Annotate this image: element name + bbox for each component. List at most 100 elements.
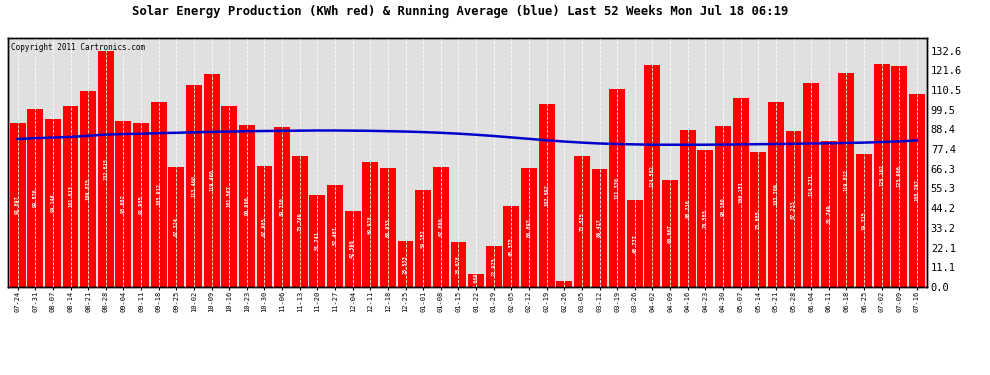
Text: 45.375: 45.375: [509, 237, 514, 256]
Bar: [750, 152, 766, 287]
Text: 76.583: 76.583: [703, 209, 708, 228]
Bar: [398, 242, 414, 287]
Bar: [891, 66, 907, 287]
Text: 103.912: 103.912: [156, 183, 161, 205]
Bar: [45, 119, 60, 287]
Text: 25.078: 25.078: [456, 255, 461, 274]
Bar: [609, 88, 625, 287]
Text: 113.460: 113.460: [191, 175, 196, 197]
Bar: [150, 102, 166, 287]
Text: 22.925: 22.925: [491, 257, 496, 276]
Bar: [504, 206, 520, 287]
Text: 125.102: 125.102: [879, 165, 884, 186]
Bar: [80, 91, 96, 287]
Text: 48.737: 48.737: [633, 234, 638, 253]
Text: 124.582: 124.582: [649, 165, 655, 187]
Text: 87.233: 87.233: [791, 200, 796, 219]
Bar: [909, 94, 925, 287]
Text: 119.822: 119.822: [843, 169, 848, 191]
Text: 89.730: 89.730: [279, 198, 285, 216]
Text: 119.460: 119.460: [209, 170, 214, 191]
Text: 67.090: 67.090: [439, 218, 444, 237]
Text: Solar Energy Production (KWh red) & Running Average (blue) Last 52 Weeks Mon Jul: Solar Energy Production (KWh red) & Runn…: [132, 5, 789, 18]
Bar: [362, 162, 378, 287]
Bar: [733, 98, 748, 287]
Bar: [28, 109, 44, 287]
Text: 42.598: 42.598: [350, 240, 355, 258]
Text: 25.533: 25.533: [403, 255, 408, 273]
Bar: [803, 83, 819, 287]
Bar: [256, 166, 272, 287]
Bar: [786, 132, 802, 287]
Bar: [168, 167, 184, 287]
Bar: [310, 195, 326, 287]
Bar: [62, 106, 78, 287]
Bar: [715, 126, 731, 287]
Bar: [874, 64, 890, 287]
Text: 74.715: 74.715: [861, 211, 866, 230]
Bar: [450, 242, 466, 287]
Text: 69.978: 69.978: [368, 215, 373, 234]
Bar: [856, 154, 872, 287]
Bar: [574, 156, 590, 287]
Text: 81.749: 81.749: [827, 205, 832, 224]
Text: 67.324: 67.324: [174, 217, 179, 236]
Bar: [627, 200, 643, 287]
Text: 66.933: 66.933: [385, 218, 390, 237]
Text: 51.741: 51.741: [315, 231, 320, 250]
Bar: [10, 123, 26, 287]
Text: 7.009: 7.009: [473, 273, 478, 288]
Text: 94.146: 94.146: [50, 194, 55, 212]
Text: 88.216: 88.216: [685, 199, 690, 217]
Bar: [415, 190, 431, 287]
Bar: [556, 281, 572, 287]
Text: 66.897: 66.897: [527, 218, 532, 237]
Text: 91.955: 91.955: [139, 196, 144, 214]
Bar: [521, 168, 537, 287]
Text: 66.417: 66.417: [597, 218, 602, 237]
Bar: [592, 169, 608, 287]
Bar: [644, 65, 660, 287]
Bar: [98, 51, 114, 287]
Text: 123.906: 123.906: [897, 166, 902, 188]
Bar: [116, 121, 132, 287]
Bar: [345, 211, 360, 287]
Bar: [239, 125, 254, 287]
Text: 102.692: 102.692: [544, 184, 549, 206]
Text: 109.875: 109.875: [86, 178, 91, 200]
Bar: [186, 85, 202, 287]
Bar: [468, 274, 484, 287]
Bar: [539, 104, 554, 287]
Text: 60.007: 60.007: [667, 224, 672, 243]
Text: 101.567: 101.567: [227, 186, 232, 207]
Text: 114.271: 114.271: [809, 174, 814, 196]
Bar: [204, 74, 220, 287]
Bar: [680, 130, 696, 287]
Text: 67.985: 67.985: [262, 217, 267, 236]
Text: 132.615: 132.615: [103, 158, 108, 180]
Text: 57.467: 57.467: [333, 226, 338, 245]
Text: 73.525: 73.525: [579, 212, 584, 231]
Text: 108.297: 108.297: [915, 180, 920, 201]
Bar: [380, 168, 396, 287]
Text: 73.749: 73.749: [297, 212, 302, 231]
Text: 111.330: 111.330: [615, 177, 620, 199]
Bar: [292, 156, 308, 287]
Text: 54.152: 54.152: [421, 229, 426, 248]
Text: 75.885: 75.885: [755, 210, 760, 229]
Bar: [433, 167, 448, 287]
Text: 103.709: 103.709: [773, 184, 778, 206]
Bar: [327, 184, 343, 287]
Bar: [662, 180, 678, 287]
Bar: [133, 123, 148, 287]
Text: 90.100: 90.100: [721, 197, 726, 216]
Bar: [839, 74, 854, 287]
Bar: [222, 106, 238, 287]
Text: 91.897: 91.897: [15, 196, 20, 214]
Bar: [274, 127, 290, 287]
Text: 106.151: 106.151: [739, 182, 743, 203]
Bar: [486, 246, 502, 287]
Text: 99.876: 99.876: [33, 189, 38, 207]
Text: 93.082: 93.082: [121, 195, 126, 213]
Text: Copyright 2011 Cartronics.com: Copyright 2011 Cartronics.com: [11, 43, 145, 52]
